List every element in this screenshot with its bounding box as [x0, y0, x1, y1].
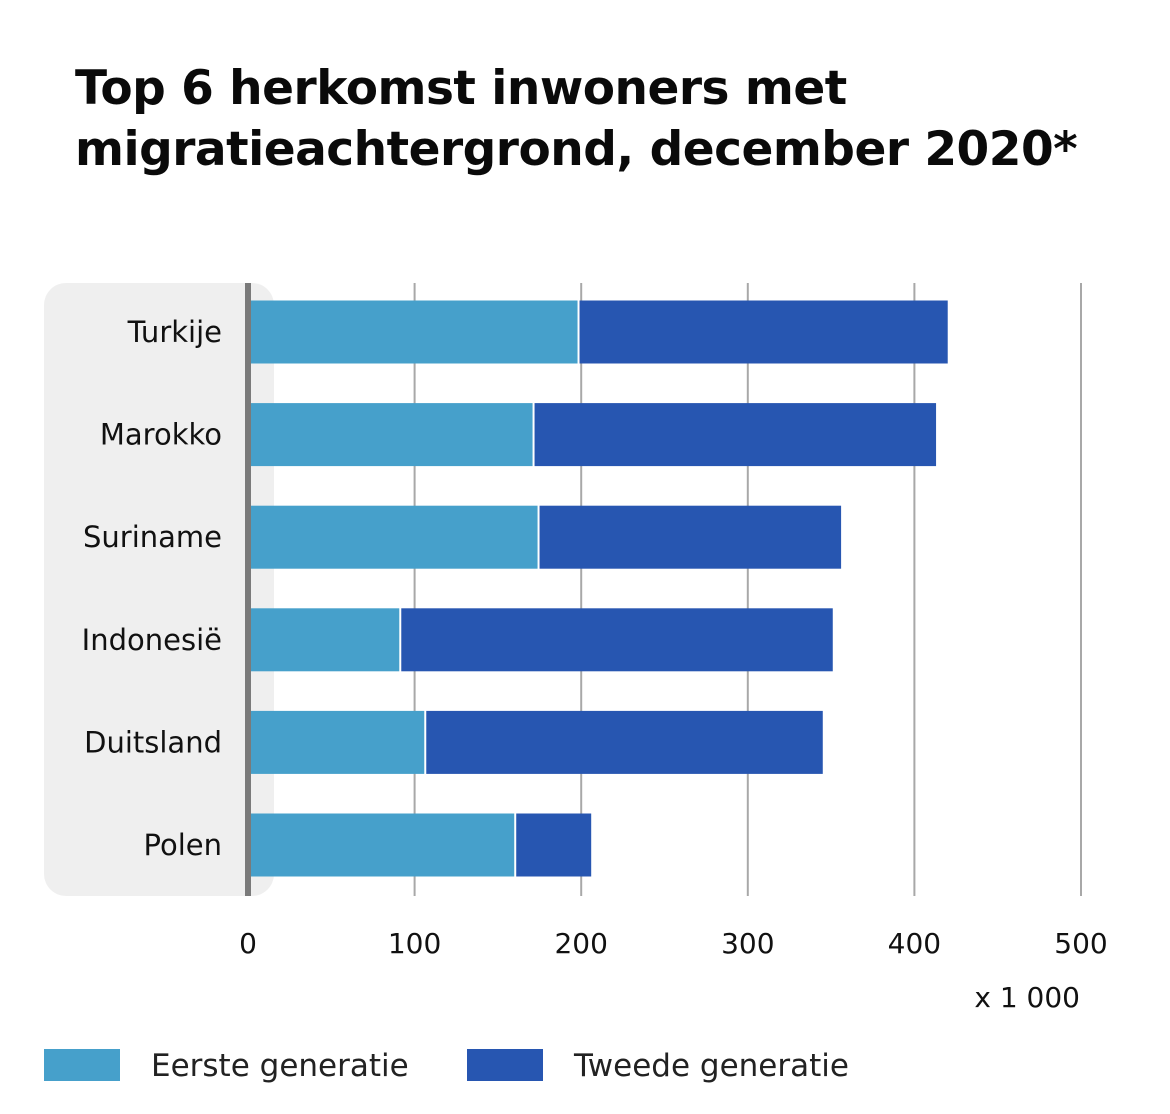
category-label-indonesi-: Indonesië — [82, 623, 222, 657]
bar-indonesi--eerste-generatie — [248, 608, 400, 672]
x-tick-100: 100 — [388, 927, 441, 960]
legend: Eerste generatie Tweede generatie — [44, 1048, 849, 1084]
x-tick-500: 500 — [1054, 927, 1107, 960]
bar-turkije-tweede-generatie — [579, 300, 948, 364]
bar-polen-tweede-generatie — [516, 813, 592, 877]
bar-suriname-eerste-generatie — [248, 505, 538, 569]
x-tick-300: 300 — [721, 927, 774, 960]
bar-polen-eerste-generatie — [248, 813, 515, 877]
bar-duitsland-eerste-generatie — [248, 710, 425, 774]
category-label-suriname: Suriname — [83, 520, 222, 554]
category-labels: Turkije Marokko Suriname Indonesië Duitsland… — [82, 315, 222, 862]
category-label-marokko: Marokko — [100, 418, 222, 452]
chart-title: Top 6 herkomst inwoners met migratieacht… — [75, 61, 1078, 177]
category-label-duitsland: Duitsland — [84, 725, 222, 759]
x-tick-200: 200 — [554, 927, 607, 960]
legend-swatch-eerste-generatie — [44, 1049, 120, 1081]
x-axis-unit: x 1 000 — [974, 981, 1080, 1014]
x-tick-0: 0 — [239, 927, 257, 960]
bar-turkije-eerste-generatie — [248, 300, 578, 364]
legend-label-eerste-generatie: Eerste generatie — [151, 1048, 409, 1084]
category-label-turkije: Turkije — [127, 315, 222, 349]
bar-duitsland-tweede-generatie — [426, 710, 823, 774]
category-label-panel — [44, 283, 274, 896]
bar-suriname-tweede-generatie — [539, 505, 842, 569]
gridlines — [413, 283, 1082, 896]
bar-marokko-tweede-generatie — [534, 403, 937, 467]
bar-marokko-eerste-generatie — [248, 403, 533, 467]
x-tick-labels: 0 100 200 300 400 500 — [239, 927, 1108, 960]
legend-label-tweede-generatie: Tweede generatie — [573, 1048, 849, 1084]
bars — [248, 300, 948, 877]
x-tick-400: 400 — [888, 927, 941, 960]
bar-indonesi--tweede-generatie — [401, 608, 833, 672]
category-label-polen: Polen — [144, 828, 222, 862]
legend-swatch-tweede-generatie — [467, 1049, 543, 1081]
